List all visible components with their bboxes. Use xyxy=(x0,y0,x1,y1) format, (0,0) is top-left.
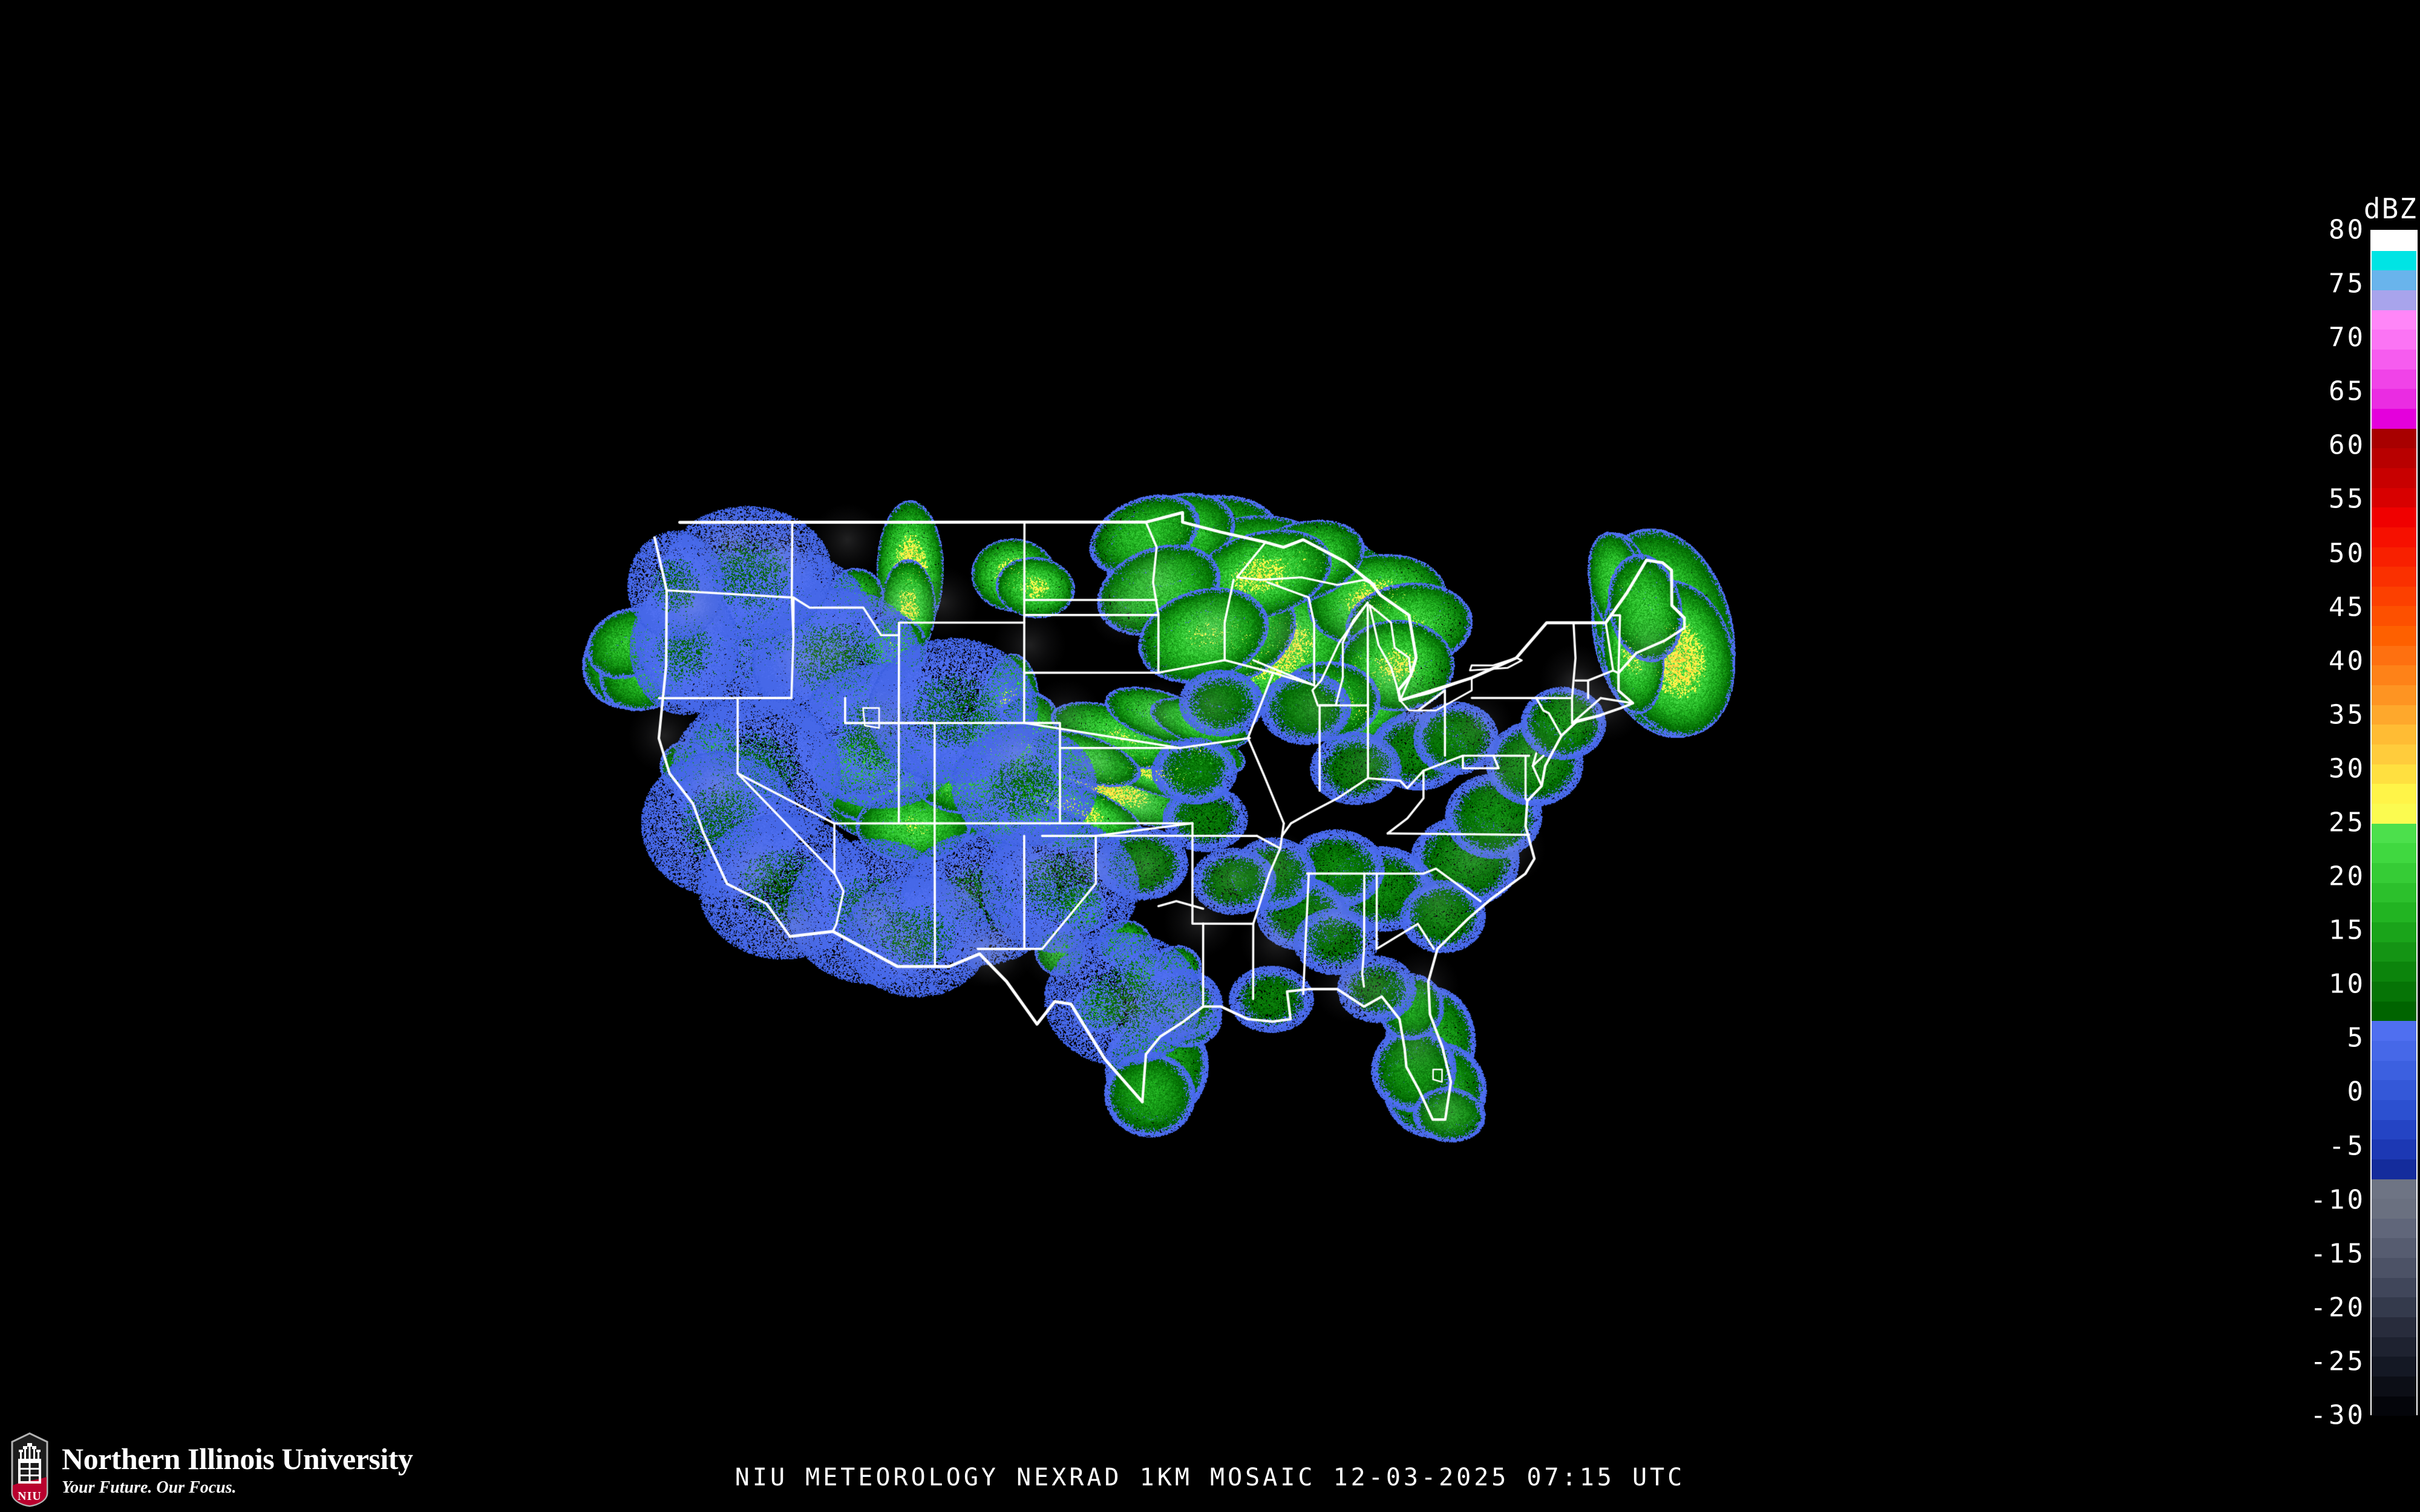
colorbar-tick: 70 xyxy=(2329,322,2366,353)
colorbar-tick: -25 xyxy=(2310,1346,2366,1377)
colorbar-swatch xyxy=(2372,231,2416,251)
colorbar-swatch xyxy=(2372,1060,2416,1081)
colorbar-tick: 45 xyxy=(2329,591,2366,623)
colorbar-swatch xyxy=(2372,507,2416,527)
colorbar-swatch xyxy=(2372,1001,2416,1022)
colorbar-swatch xyxy=(2372,408,2416,429)
colorbar-swatch xyxy=(2372,1080,2416,1100)
colorbar-tick: 40 xyxy=(2329,645,2366,677)
colorbar-swatch xyxy=(2372,784,2416,804)
colorbar-swatch xyxy=(2372,685,2416,705)
colorbar-tick: 60 xyxy=(2329,429,2366,461)
colorbar-swatch xyxy=(2372,1238,2416,1259)
colorbar-swatch xyxy=(2372,468,2416,488)
colorbar-swatch xyxy=(2372,962,2416,982)
colorbar-tick: 25 xyxy=(2329,807,2366,838)
colorbar-swatch xyxy=(2372,389,2416,409)
colorbar-swatch xyxy=(2372,705,2416,725)
colorbar-tick: 15 xyxy=(2329,914,2366,946)
colorbar-swatch xyxy=(2372,1159,2416,1179)
colorbar-tick: 20 xyxy=(2329,861,2366,892)
colorbar-swatch xyxy=(2372,428,2416,449)
colorbar-swatch xyxy=(2372,606,2416,627)
colorbar-swatch xyxy=(2372,1377,2416,1396)
product-caption: NIU METEOROLOGY NEXRAD 1KM MOSAIC 12-03-… xyxy=(734,1464,1686,1491)
colorbar-swatch xyxy=(2372,645,2416,666)
colorbar-tick: 30 xyxy=(2329,753,2366,784)
colorbar-swatch xyxy=(2372,882,2416,903)
niu-wordmark: Northern Illinois University Your Future… xyxy=(62,1444,413,1496)
colorbar-swatch xyxy=(2372,1277,2416,1298)
colorbar-tick: 50 xyxy=(2329,538,2366,569)
niu-logo: NIU Northern Illinois University Your Fu… xyxy=(11,1432,413,1507)
colorbar-swatch xyxy=(2372,1021,2416,1041)
colorbar-strip xyxy=(2370,230,2418,1416)
colorbar-tick: 0 xyxy=(2347,1076,2366,1107)
colorbar-swatch xyxy=(2372,349,2416,370)
colorbar-swatch xyxy=(2372,1317,2416,1337)
colorbar-swatch xyxy=(2372,626,2416,646)
university-tagline: Your Future. Our Focus. xyxy=(62,1478,237,1497)
colorbar-swatch xyxy=(2372,310,2416,330)
colorbar-swatch xyxy=(2372,764,2416,784)
colorbar-tick: 65 xyxy=(2329,376,2366,407)
colorbar-tick: -10 xyxy=(2310,1184,2366,1216)
colorbar-swatch xyxy=(2372,527,2416,547)
colorbar-swatch xyxy=(2372,1337,2416,1357)
colorbar-swatch xyxy=(2372,1357,2416,1377)
colorbar-swatch xyxy=(2372,902,2416,922)
colorbar-swatch xyxy=(2372,1040,2416,1061)
colorbar-swatch xyxy=(2372,1218,2416,1239)
colorbar-tick: -15 xyxy=(2310,1238,2366,1269)
colorbar-swatch xyxy=(2372,981,2416,1002)
colorbar-swatch xyxy=(2372,1297,2416,1318)
colorbar-swatch xyxy=(2372,863,2416,883)
colorbar-tick: 75 xyxy=(2329,268,2366,299)
colorbar-tick: 80 xyxy=(2329,214,2366,246)
colorbar-swatch xyxy=(2372,270,2416,290)
colorbar-tick: 35 xyxy=(2329,699,2366,731)
colorbar-swatch xyxy=(2372,586,2416,607)
colorbar-swatch xyxy=(2372,843,2416,863)
colorbar-swatch xyxy=(2372,804,2416,824)
colorbar-swatch xyxy=(2372,1100,2416,1120)
colorbar-swatch xyxy=(2372,369,2416,389)
svg-text:NIU: NIU xyxy=(18,1490,42,1503)
colorbar-swatch xyxy=(2372,330,2416,350)
colorbar-swatch xyxy=(2372,823,2416,844)
colorbar-swatch xyxy=(2372,1258,2416,1278)
colorbar-tick: -5 xyxy=(2329,1130,2366,1162)
niu-shield-icon: NIU xyxy=(11,1432,48,1507)
colorbar-swatch xyxy=(2372,1139,2416,1159)
colorbar-swatch xyxy=(2372,922,2416,942)
colorbar-swatch xyxy=(2372,1199,2416,1219)
colorbar-tick: 5 xyxy=(2347,1022,2366,1054)
colorbar-tick: 55 xyxy=(2329,483,2366,515)
colorbar-swatch xyxy=(2372,1179,2416,1199)
colorbar-panel: dBZ 80 75 70 65 60 55 50 45 40 35 30 25 20 15 10 5 0 -5 -1… xyxy=(2310,192,2420,1431)
colorbar-title: dBZ xyxy=(2363,192,2418,225)
colorbar-swatch xyxy=(2372,290,2416,310)
colorbar-tick: -20 xyxy=(2310,1292,2366,1323)
colorbar-swatch xyxy=(2372,448,2416,468)
colorbar-swatch xyxy=(2372,250,2416,271)
colorbar-swatch xyxy=(2372,567,2416,587)
colorbar-tick: 10 xyxy=(2329,968,2366,1000)
colorbar-swatch xyxy=(2372,665,2416,686)
colorbar-swatch xyxy=(2372,745,2416,764)
colorbar-swatch xyxy=(2372,487,2416,508)
colorbar-swatch xyxy=(2372,942,2416,962)
colorbar-swatch xyxy=(2372,1396,2416,1416)
colorbar-swatch xyxy=(2372,1119,2416,1140)
colorbar-swatch xyxy=(2372,547,2416,567)
university-name: Northern Illinois University xyxy=(62,1441,413,1476)
colorbar-swatch xyxy=(2372,725,2416,745)
colorbar-tick: -30 xyxy=(2310,1400,2366,1431)
